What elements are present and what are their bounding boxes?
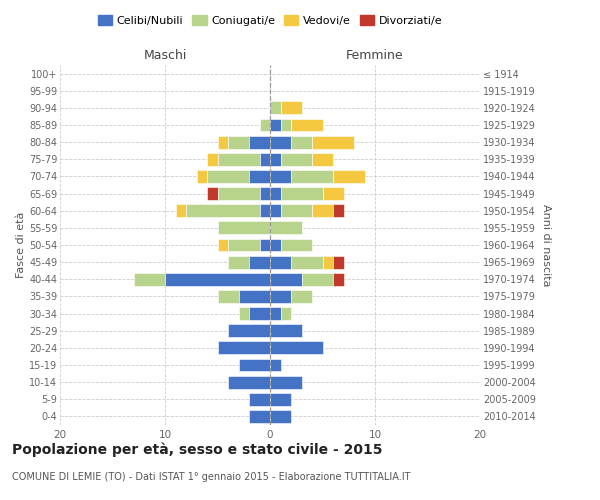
Bar: [333, 170, 365, 183]
Bar: [270, 170, 291, 183]
Text: Popolazione per età, sesso e stato civile - 2015: Popolazione per età, sesso e stato civil…: [12, 442, 383, 457]
Bar: [249, 307, 270, 320]
Bar: [281, 118, 291, 132]
Bar: [281, 238, 312, 252]
Bar: [249, 410, 270, 423]
Bar: [228, 256, 249, 268]
Bar: [260, 187, 270, 200]
Bar: [218, 342, 270, 354]
Bar: [260, 204, 270, 217]
Bar: [270, 324, 302, 337]
Bar: [207, 153, 218, 166]
Bar: [207, 170, 249, 183]
Bar: [197, 170, 207, 183]
Legend: Celibi/Nubili, Coniugati/e, Vedovi/e, Divorziati/e: Celibi/Nubili, Coniugati/e, Vedovi/e, Di…: [94, 10, 446, 30]
Bar: [186, 204, 260, 217]
Bar: [249, 393, 270, 406]
Y-axis label: Anni di nascita: Anni di nascita: [541, 204, 551, 286]
Bar: [239, 290, 270, 303]
Bar: [218, 222, 270, 234]
Bar: [312, 136, 354, 148]
Bar: [291, 118, 323, 132]
Bar: [312, 204, 333, 217]
Bar: [270, 187, 281, 200]
Bar: [228, 376, 270, 388]
Y-axis label: Fasce di età: Fasce di età: [16, 212, 26, 278]
Bar: [270, 136, 291, 148]
Bar: [228, 324, 270, 337]
Bar: [270, 307, 281, 320]
Bar: [165, 273, 270, 285]
Bar: [270, 342, 323, 354]
Bar: [291, 170, 333, 183]
Bar: [249, 170, 270, 183]
Bar: [249, 256, 270, 268]
Bar: [281, 102, 302, 114]
Text: Femmine: Femmine: [346, 48, 404, 62]
Bar: [270, 222, 302, 234]
Bar: [239, 307, 249, 320]
Bar: [228, 136, 249, 148]
Bar: [291, 290, 312, 303]
Bar: [260, 118, 270, 132]
Bar: [281, 187, 323, 200]
Bar: [333, 273, 343, 285]
Bar: [239, 358, 270, 372]
Bar: [270, 393, 291, 406]
Bar: [281, 153, 312, 166]
Bar: [270, 256, 291, 268]
Bar: [270, 102, 281, 114]
Bar: [228, 238, 260, 252]
Bar: [333, 256, 343, 268]
Bar: [312, 153, 333, 166]
Bar: [270, 204, 281, 217]
Bar: [218, 136, 228, 148]
Bar: [249, 136, 270, 148]
Bar: [291, 256, 323, 268]
Bar: [218, 187, 260, 200]
Bar: [291, 136, 312, 148]
Bar: [218, 290, 239, 303]
Bar: [260, 153, 270, 166]
Bar: [270, 358, 281, 372]
Bar: [302, 273, 333, 285]
Bar: [270, 376, 302, 388]
Bar: [133, 273, 165, 285]
Bar: [270, 238, 281, 252]
Bar: [260, 238, 270, 252]
Bar: [323, 256, 333, 268]
Bar: [270, 290, 291, 303]
Bar: [218, 238, 228, 252]
Text: Maschi: Maschi: [143, 48, 187, 62]
Bar: [270, 410, 291, 423]
Bar: [218, 153, 260, 166]
Bar: [281, 204, 312, 217]
Text: COMUNE DI LEMIE (TO) - Dati ISTAT 1° gennaio 2015 - Elaborazione TUTTITALIA.IT: COMUNE DI LEMIE (TO) - Dati ISTAT 1° gen…: [12, 472, 410, 482]
Bar: [270, 118, 281, 132]
Bar: [207, 187, 218, 200]
Bar: [323, 187, 343, 200]
Bar: [281, 307, 291, 320]
Bar: [270, 273, 302, 285]
Bar: [333, 204, 343, 217]
Bar: [270, 153, 281, 166]
Bar: [176, 204, 186, 217]
